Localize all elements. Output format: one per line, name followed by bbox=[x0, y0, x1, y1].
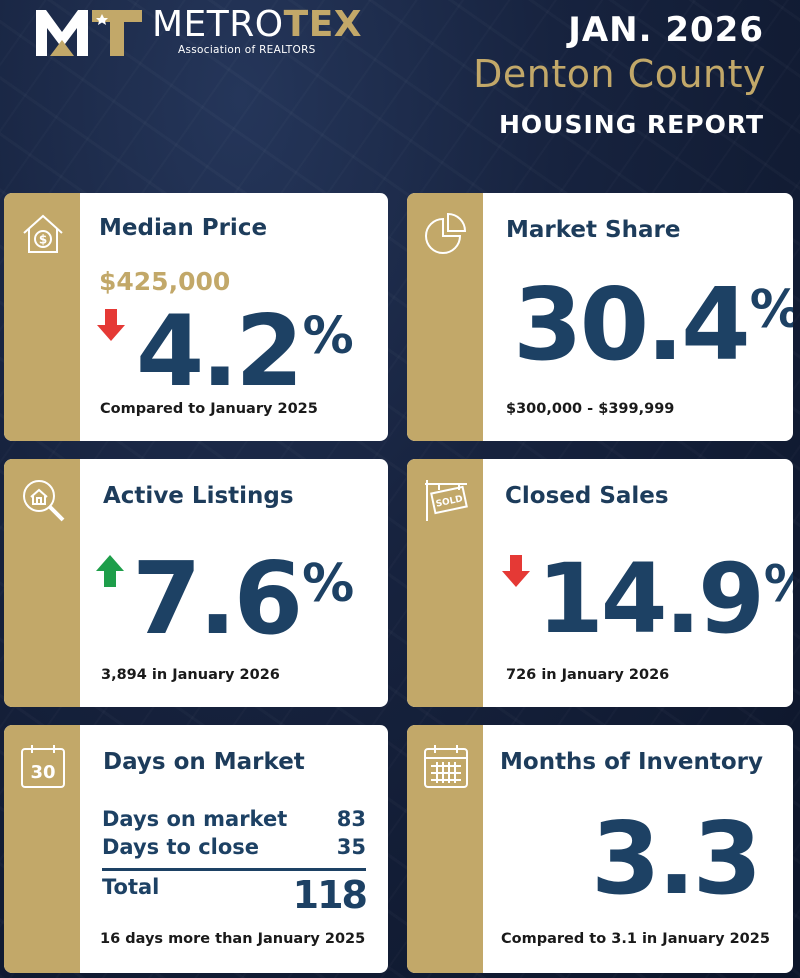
sold-sign-icon: SOLD bbox=[425, 480, 468, 521]
active-listings-change: 7.6% bbox=[132, 540, 355, 657]
total-divider bbox=[102, 868, 366, 871]
metrotex-logo-mark bbox=[36, 10, 142, 56]
days-on-market-card: 30 Days on Market Days on market 83 Days … bbox=[4, 725, 388, 973]
months-inventory-note: Compared to 3.1 in January 2025 bbox=[501, 931, 770, 947]
closed-sales-card: SOLD Closed Sales 14.9% 726 in January 2… bbox=[407, 459, 793, 707]
calendar-30-icon: 30 bbox=[21, 745, 65, 788]
active-listings-note: 3,894 in January 2026 bbox=[101, 667, 280, 683]
months-inventory-value: 3.3 bbox=[591, 800, 762, 917]
median-price-note: Compared to January 2025 bbox=[100, 401, 318, 417]
svg-text:30: 30 bbox=[30, 762, 55, 783]
svg-text:$: $ bbox=[39, 233, 47, 247]
down-arrow-icon bbox=[502, 555, 530, 587]
median-price-card: $ Median Price $425,000 4.2% Compared to… bbox=[4, 193, 388, 441]
closed-sales-title: Closed Sales bbox=[505, 483, 669, 509]
closed-sales-change: 14.9% bbox=[537, 543, 793, 655]
report-date: JAN. 2026 bbox=[568, 10, 764, 50]
days-on-market-note: 16 days more than January 2025 bbox=[100, 931, 366, 947]
market-share-range: $300,000 - $399,999 bbox=[506, 401, 675, 417]
market-share-title: Market Share bbox=[506, 217, 681, 243]
down-arrow-icon bbox=[97, 309, 125, 341]
pie-chart-icon bbox=[425, 212, 467, 254]
months-inventory-title: Months of Inventory bbox=[500, 749, 763, 775]
median-price-change: 4.2% bbox=[136, 295, 354, 409]
county-name: Denton County bbox=[473, 52, 766, 96]
metrotex-logo: METROTEX Association of REALTORS bbox=[36, 6, 362, 56]
median-price-title: Median Price bbox=[99, 215, 268, 241]
active-listings-title: Active Listings bbox=[103, 483, 294, 509]
market-share-card: Market Share 30.4% $300,000 - $399,999 bbox=[407, 193, 793, 441]
days-on-market-title: Days on Market bbox=[103, 749, 305, 775]
total-label: Total bbox=[102, 875, 160, 899]
days-to-close-row: Days to close 35 bbox=[102, 835, 366, 859]
months-inventory-card: Months of Inventory 3.3 Compared to 3.1 … bbox=[407, 725, 793, 973]
house-dollar-icon: $ bbox=[23, 214, 63, 253]
calendar-grid-icon bbox=[424, 745, 468, 788]
up-arrow-icon bbox=[96, 555, 124, 587]
logo-subtitle: Association of REALTORS bbox=[178, 44, 316, 56]
logo-wordmark: METROTEX bbox=[152, 4, 363, 45]
total-value: 118 bbox=[292, 873, 368, 917]
closed-sales-note: 726 in January 2026 bbox=[506, 667, 670, 683]
market-share-value: 30.4% bbox=[513, 266, 793, 383]
median-price-value: $425,000 bbox=[99, 267, 231, 296]
report-title: HOUSING REPORT bbox=[498, 110, 764, 139]
house-search-icon bbox=[23, 480, 65, 522]
days-on-market-row: Days on market 83 bbox=[102, 807, 366, 831]
active-listings-card: Active Listings 7.6% 3,894 in January 20… bbox=[4, 459, 388, 707]
